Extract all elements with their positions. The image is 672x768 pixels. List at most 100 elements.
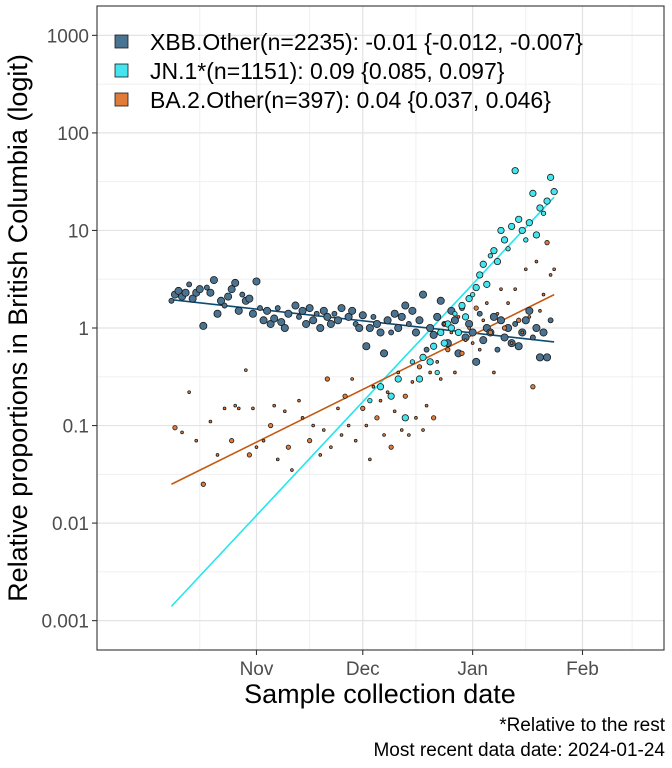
data-point-ba-2-other	[538, 309, 542, 313]
data-point-jn-1	[409, 359, 416, 365]
data-point-ba-2-other	[329, 445, 333, 449]
data-point-ba-2-other	[324, 376, 330, 382]
data-point-xbb-other	[380, 349, 389, 358]
data-point-ba-2-other	[534, 259, 539, 264]
data-point-xbb-other	[468, 328, 477, 337]
data-point-xbb-other	[181, 288, 190, 297]
data-point-xbb-other	[539, 328, 548, 337]
data-point-xbb-other	[383, 316, 392, 325]
data-point-ba-2-other	[410, 380, 415, 384]
data-point-ba-2-other	[392, 409, 397, 414]
data-point-xbb-other	[213, 309, 222, 318]
data-point-ba-2-other	[368, 457, 372, 462]
data-point-ba-2-other	[254, 445, 259, 449]
data-point-xbb-other	[252, 277, 261, 286]
legend-label: XBB.Other(n=2235): -0.01 {-0.012, -0.007…	[150, 29, 583, 55]
data-point-jn-1	[515, 215, 523, 223]
data-point-xbb-other	[411, 328, 420, 337]
data-point-xbb-other	[239, 291, 246, 298]
data-point-ba-2-other	[428, 370, 432, 375]
data-point-xbb-other	[296, 313, 302, 320]
data-point-jn-1	[437, 328, 445, 337]
data-point-ba-2-other	[233, 403, 238, 408]
data-point-xbb-other	[394, 323, 403, 332]
data-point-ba-2-other	[360, 405, 366, 411]
x-tick-label: Jan	[457, 659, 488, 680]
data-point-xbb-other	[221, 302, 228, 309]
data-point-xbb-other	[500, 333, 509, 342]
data-point-ba-2-other	[187, 390, 191, 394]
data-point-ba-2-other	[548, 273, 553, 277]
data-point-xbb-other	[376, 328, 385, 337]
data-point-ba-2-other	[285, 444, 291, 450]
data-point-xbb-other	[514, 342, 523, 351]
data-point-jn-1	[426, 358, 434, 366]
data-point-ba-2-other	[421, 428, 425, 432]
y-tick-label: 100	[57, 124, 89, 145]
data-point-xbb-other	[415, 316, 424, 325]
data-point-jn-1	[452, 311, 458, 317]
data-point-ba-2-other	[172, 425, 178, 431]
data-point-jn-1	[523, 237, 529, 243]
data-point-ba-2-other	[374, 415, 380, 421]
data-point-jn-1	[469, 291, 476, 298]
data-point-ba-2-other	[371, 384, 376, 389]
data-point-ba-2-other	[527, 315, 532, 319]
data-point-xbb-other	[298, 306, 307, 315]
data-point-xbb-other	[284, 309, 293, 318]
data-point-ba-2-other	[194, 438, 199, 443]
data-point-xbb-other	[248, 309, 257, 318]
data-point-ba-2-other	[520, 330, 525, 335]
data-point-ba-2-other	[513, 287, 517, 291]
data-point-ba-2-other	[364, 423, 369, 428]
data-point-ba-2-other	[435, 360, 440, 364]
data-point-xbb-other	[426, 323, 435, 332]
x-tick-label: Feb	[566, 659, 599, 680]
data-point-xbb-other	[370, 313, 377, 320]
data-point-xbb-other	[436, 296, 445, 305]
data-point-jn-1	[511, 167, 519, 175]
data-point-jn-1	[367, 398, 373, 404]
data-point-xbb-other	[535, 353, 544, 362]
data-point-jn-1	[508, 222, 516, 231]
data-point-ba-2-other	[342, 393, 348, 399]
data-point-xbb-other	[188, 294, 197, 303]
data-point-ba-2-other	[424, 403, 429, 408]
y-tick-label: 0.01	[52, 514, 89, 535]
data-point-jn-1	[487, 253, 493, 259]
data-point-xbb-other	[245, 294, 254, 303]
x-tick-label: Dec	[346, 659, 380, 680]
data-point-ba-2-other	[200, 481, 206, 487]
data-point-xbb-other	[302, 319, 311, 328]
data-point-ba-2-other	[487, 329, 493, 336]
data-point-ba-2-other	[501, 325, 508, 331]
data-point-xbb-other	[532, 323, 541, 332]
y-tick-label: 1	[78, 319, 89, 340]
data-point-xbb-other	[209, 276, 218, 285]
data-point-ba-2-other	[552, 267, 556, 272]
data-point-xbb-other	[337, 304, 346, 313]
data-point-xbb-other	[408, 306, 417, 315]
data-point-jn-1	[529, 189, 537, 197]
x-axis: Nov Dec Jan Feb	[240, 650, 599, 680]
data-point-ba-2-other	[442, 322, 447, 326]
data-point-jn-1	[415, 375, 424, 383]
data-point-xbb-other	[280, 323, 289, 332]
data-point-jn-1	[536, 204, 544, 212]
data-point-xbb-other	[259, 316, 268, 325]
data-point-xbb-other	[231, 278, 240, 287]
data-point-xbb-other	[429, 330, 438, 339]
legend-key-jn-1	[114, 63, 129, 78]
data-point-ba-2-other	[544, 240, 550, 246]
data-point-ba-2-other	[463, 338, 468, 342]
data-point-jn-1	[505, 246, 511, 252]
data-point-ba-2-other	[283, 409, 287, 414]
data-point-ba-2-other	[470, 341, 475, 345]
data-point-xbb-other	[186, 281, 193, 288]
data-point-jn-1	[546, 173, 555, 181]
y-tick-label: 0.1	[63, 417, 89, 438]
data-point-ba-2-other	[388, 444, 394, 450]
data-point-xbb-other	[365, 323, 374, 332]
data-point-xbb-other	[206, 288, 215, 297]
